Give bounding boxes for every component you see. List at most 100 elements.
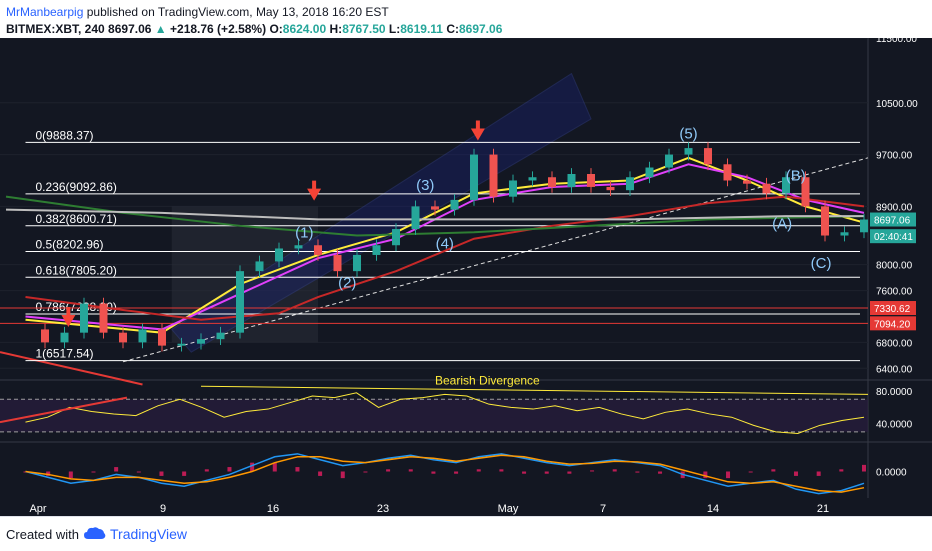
- macd-pane: [23, 453, 866, 495]
- candle-body: [762, 183, 771, 194]
- moving-average-line: [25, 195, 865, 321]
- candle-body: [216, 332, 225, 340]
- author-link[interactable]: MrManbearpig: [6, 5, 84, 19]
- candle-body: [821, 206, 829, 236]
- macd-histogram-bar: [590, 470, 595, 472]
- macd-histogram-bar: [272, 462, 277, 472]
- candle-body: [80, 303, 88, 333]
- tradingview-brand[interactable]: TradingView: [110, 526, 188, 542]
- low-label: L:: [388, 22, 401, 36]
- candle-body: [606, 186, 615, 191]
- candle-body: [236, 271, 244, 333]
- macd-histogram-bar: [635, 471, 640, 473]
- macd-histogram-bar: [408, 469, 413, 472]
- macd-histogram-bar: [612, 469, 617, 472]
- macd-histogram-bar: [839, 469, 844, 472]
- publish-line: MrManbearpig published on TradingView.co…: [6, 5, 389, 19]
- last-price: 8697.06: [108, 22, 152, 36]
- fib-level-label: 0.786(7238.90): [36, 300, 117, 314]
- high-label: H:: [329, 22, 343, 36]
- time-tick-label: 9: [160, 503, 166, 515]
- candle-body: [41, 329, 49, 343]
- elliott-wave-label: (A): [772, 215, 792, 232]
- price-tag-label: 8697.06: [874, 216, 911, 227]
- candle-body: [314, 245, 322, 255]
- price-tick-label: 6800.00: [876, 338, 913, 349]
- divergence-line: [200, 385, 869, 395]
- dashed-trendline: [122, 157, 869, 363]
- macd-histogram-bar: [748, 471, 753, 473]
- macd-histogram-bar: [227, 467, 232, 472]
- candle-body: [294, 245, 303, 249]
- price-tag: [870, 212, 916, 227]
- candle-body: [723, 164, 732, 181]
- candle-body: [411, 206, 420, 230]
- macd-histogram-bar: [250, 462, 255, 472]
- macd-tick-label: 0.0000: [876, 468, 907, 479]
- candle-body: [587, 174, 595, 187]
- macd-histogram-bar: [318, 471, 323, 476]
- down-arrow-icon: [307, 180, 322, 201]
- open-value: 8624.00: [282, 22, 327, 36]
- price-tick-label: 6400.00: [876, 364, 913, 375]
- macd-histogram-bar: [363, 471, 368, 473]
- macd-histogram-bar: [91, 471, 96, 473]
- candle-body: [197, 339, 205, 344]
- candle-body: [528, 177, 537, 181]
- fib-level-label: 0.236(9092.86): [36, 180, 117, 194]
- elliott-wave-label: (B): [786, 167, 806, 184]
- price-pane: 0(9888.37) 0.236(9092.86) 0.382(8600.71) 0.…: [0, 72, 869, 386]
- macd-histogram-bar: [726, 471, 731, 479]
- macd-histogram-bar: [771, 469, 776, 472]
- macd-histogram-bar: [567, 471, 572, 474]
- macd-histogram-bar: [544, 471, 549, 474]
- fib-level-label: 1(6517.54): [36, 347, 94, 361]
- time-axis[interactable]: Apr 9 16 23 May 7 14 21: [0, 500, 868, 516]
- macd-histogram-bar: [862, 464, 866, 472]
- candle-body: [782, 177, 790, 194]
- time-tick-label: Apr: [29, 503, 46, 515]
- price-axis[interactable]: 11500.00 10500.00 9700.00 8900.00 8000.00 760…: [870, 38, 918, 479]
- candle-body: [743, 180, 751, 184]
- candle-body: [626, 177, 634, 191]
- candle-body: [431, 206, 439, 210]
- candle-body: [177, 343, 186, 346]
- time-tick-label: 23: [377, 503, 389, 515]
- price-tag: [870, 229, 916, 244]
- macd-histogram-bar: [476, 469, 481, 472]
- candle-body: [684, 148, 693, 155]
- macd-histogram-bar: [431, 471, 436, 474]
- time-tick-label: 14: [707, 503, 719, 515]
- price-tag: [870, 301, 916, 316]
- publish-info: published on TradingView.com, May 13, 20…: [86, 5, 389, 19]
- elliott-wave-label: (1): [295, 224, 313, 241]
- macd-line: [25, 453, 865, 495]
- fib-level-label: 0.5(8202.96): [36, 238, 104, 252]
- descending-trendline: [0, 351, 143, 386]
- low-value: 8619.11: [400, 22, 443, 36]
- macd-histogram-bar: [703, 471, 708, 479]
- elliott-wave-label: (2): [338, 274, 356, 291]
- candle-body: [333, 254, 342, 272]
- price-tick-label: 7600.00: [876, 287, 913, 298]
- fib-level-label: 0.382(8600.71): [36, 212, 117, 226]
- down-arrow-icon: [470, 120, 485, 141]
- candle-body: [372, 245, 381, 255]
- elliott-wave-label: (4): [436, 235, 454, 252]
- macd-signal-line: [25, 454, 865, 493]
- macd-histogram-bar: [816, 471, 821, 476]
- candle-body: [665, 154, 673, 168]
- macd-histogram-bar: [658, 471, 663, 474]
- trading-chart[interactable]: 0(9888.37) 0.236(9092.86) 0.382(8600.71) 0.…: [0, 38, 932, 516]
- symbol-label: BITMEX:XBT, 240: [6, 22, 105, 36]
- rsi-trendline: [0, 396, 128, 424]
- rsi-pane: Bearish Divergence: [0, 374, 869, 434]
- macd-histogram-bar: [114, 467, 119, 472]
- fib-level-label: 0.618(7805.20): [36, 263, 117, 277]
- candle-body: [275, 248, 283, 262]
- rsi-tick-label: 80.0000: [876, 387, 913, 398]
- candle-body: [255, 261, 264, 272]
- candle-body: [138, 329, 147, 343]
- candle-body: [60, 332, 69, 343]
- price-tag-label: 02:40:41: [874, 232, 913, 243]
